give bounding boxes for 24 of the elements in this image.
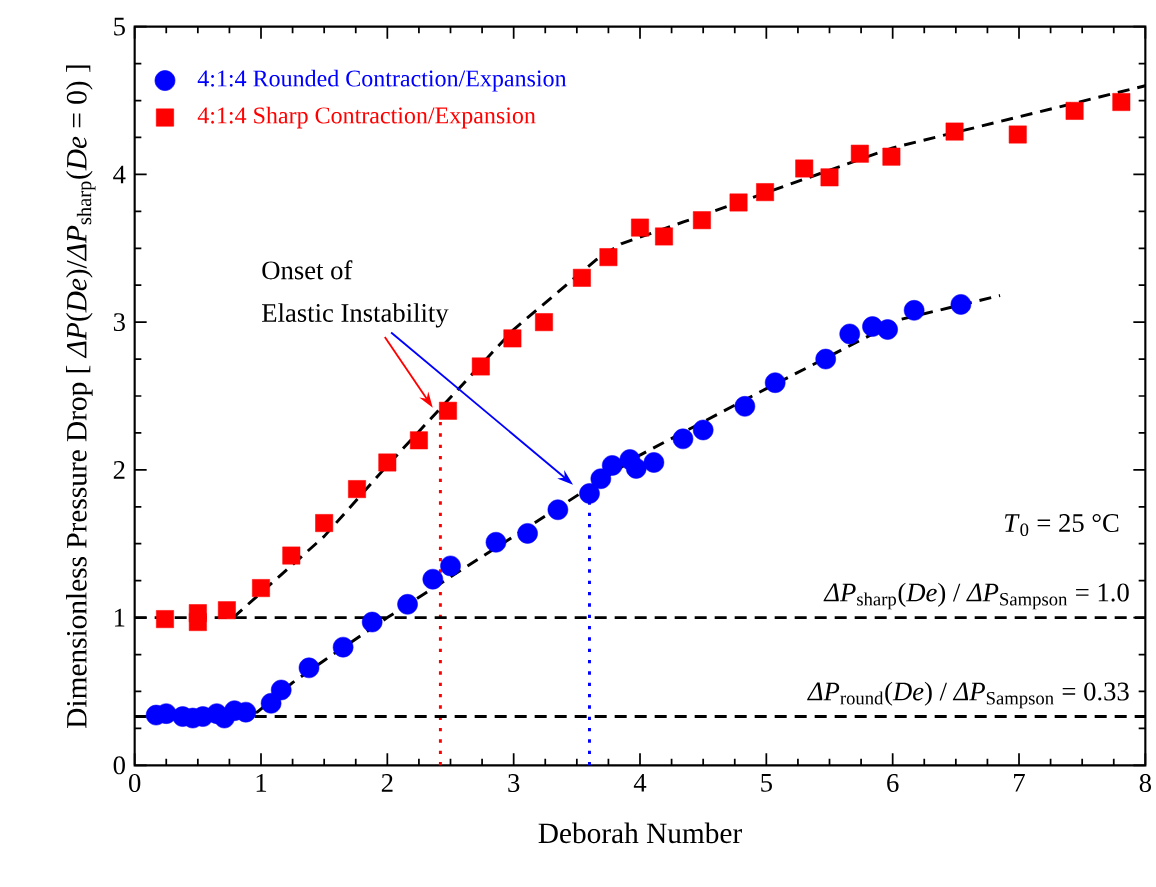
legend-label: 4:1:4 Rounded Contraction/Expansion [197,69,567,92]
x-axis-title: Deborah Number [538,822,742,844]
text: Dimensionless Pressure Drop [ ΔP(De)/ΔP$_{sharp}$(De = 0) ] [66,65,96,729]
legend-label: 4:1:4 Sharp Contraction/Expansion [197,106,536,129]
x-tick-label: 5 [761,774,772,792]
y-tick-label: 5 [114,17,125,36]
x-tick-label: 0 [129,774,141,793]
x-tick-label: 7 [1014,774,1025,792]
annotation: T$_{0}$ = 25 °C [1004,514,1119,537]
y-tick-label: 0 [113,756,125,775]
x-tick-label: 8 [1139,774,1151,793]
x-tick-label: 3 [508,774,520,793]
ref-line-label: ΔP$_{round}$(De) / ΔP$_{Sampson}$ = 0.33 [807,681,1129,709]
annotation: Elastic Instability [262,303,449,328]
y-tick-label: 4 [113,165,126,184]
annotation: Onset of [262,260,353,280]
y-tick-label: 2 [113,461,125,479]
y-tick-label: 3 [113,313,125,332]
ref-line-label: ΔP$_{sharp}$(De) / ΔP$_{Sampson}$ = 1.0 [823,582,1129,610]
x-tick-label: 2 [381,774,393,792]
x-tick-label: 1 [256,774,267,792]
y-tick-label: 1 [114,608,125,627]
x-tick-label: 4 [633,774,647,792]
x-tick-label: 6 [887,774,899,793]
